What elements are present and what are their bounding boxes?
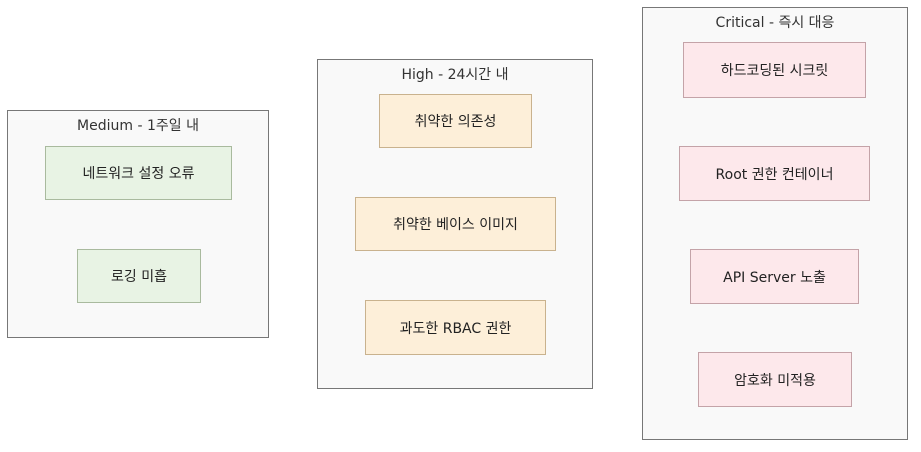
insufficient-logging-box: 로깅 미흡 xyxy=(77,249,201,303)
missing-encryption-box: 암호화 미적용 xyxy=(698,352,852,407)
root-container-box: Root 권한 컨테이너 xyxy=(679,146,870,201)
api-server-exposure-box: API Server 노출 xyxy=(690,249,859,304)
medium-priority-group: Medium - 1주일 내 네트워크 설정 오류 로깅 미흡 xyxy=(7,110,269,338)
vulnerable-dependency-box: 취약한 의존성 xyxy=(379,94,532,148)
high-priority-title: High - 24시간 내 xyxy=(401,67,509,83)
high-priority-group: High - 24시간 내 취약한 의존성 취약한 베이스 이미지 과도한 RB… xyxy=(317,59,593,389)
hardcoded-secret-box: 하드코딩된 시크릿 xyxy=(683,42,866,98)
vulnerable-base-image-box: 취약한 베이스 이미지 xyxy=(355,197,556,251)
network-config-error-box: 네트워크 설정 오류 xyxy=(45,146,232,200)
excessive-rbac-box: 과도한 RBAC 권한 xyxy=(365,300,546,355)
medium-priority-title: Medium - 1주일 내 xyxy=(77,118,199,134)
critical-priority-group: Critical - 즉시 대응 하드코딩된 시크릿 Root 권한 컨테이너 … xyxy=(642,7,908,440)
critical-priority-title: Critical - 즉시 대응 xyxy=(715,15,835,31)
